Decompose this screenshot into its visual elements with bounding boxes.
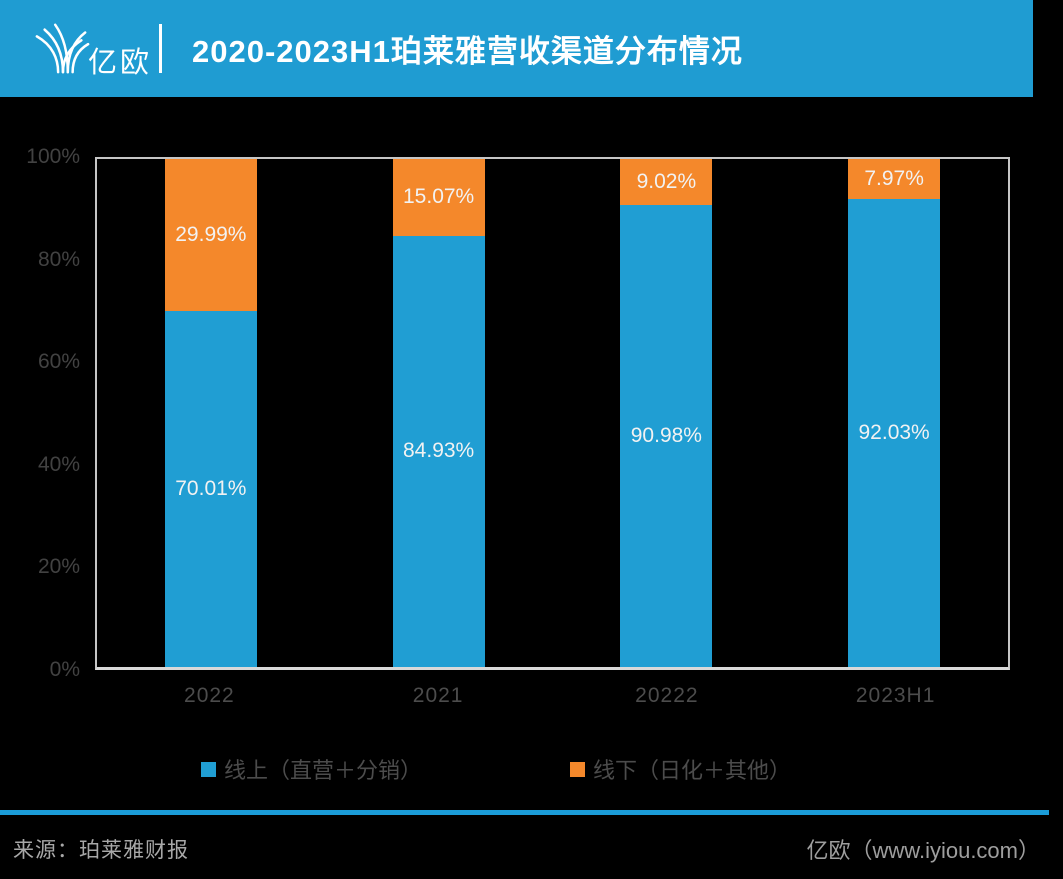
bar-segment[interactable]: 7.97% [848,159,941,200]
y-axis: 100% 80% 60% 40% 20% 0% [0,145,80,681]
source-text: 来源：珀莱雅财报 [13,839,189,862]
legend-swatch-icon [570,761,585,777]
x-tick-label: 20222 [635,684,699,707]
page-title: 2020-2023H1珀莱雅营收渠道分布情况 [192,34,743,69]
bar-2022: 29.99% 70.01% [164,159,257,667]
y-tick-label: 60% [37,350,80,374]
bar-20222: 9.02% 90.98% [620,159,713,667]
x-tick-label: 2021 [412,684,464,707]
bar-value-label: 7.97% [864,167,924,191]
x-axis: 2022 2021 20222 2023H1 [95,684,1010,708]
footer-accent-line [0,810,1049,815]
legend-item[interactable]: 线下（日化＋其他） [570,753,791,785]
y-tick-label: 20% [37,555,80,579]
bar-value-label: 9.02% [636,169,697,193]
header-bar: 亿欧 2020-2023H1珀莱雅营收渠道分布情况 [0,0,1033,97]
brand-url-text: 亿欧（www.iyiou.com） [806,838,1040,863]
bar-segment[interactable]: 15.07% [392,159,485,236]
bar-value-label: 29.99% [175,223,247,247]
bar-value-label: 90.98% [630,423,702,447]
y-tick-label: 40% [37,452,80,476]
brand-text: 亿欧 [88,47,153,79]
bar-slot: 29.99% 70.01% [97,159,325,667]
bar-slot: 7.97% 92.03% [780,159,1008,667]
legend-item[interactable]: 线上（直营＋分销） [201,753,422,785]
y-tick-label: 100% [26,145,80,168]
legend-label: 线下（日化＋其他） [593,758,792,783]
y-tick-label: 0% [49,658,80,681]
bar-slot: 15.07% 84.93% [325,159,553,667]
bar-value-label: 70.01% [175,477,247,501]
legend-swatch-icon [201,761,216,777]
bar-segment[interactable]: 90.98% [620,204,713,667]
bar-segment[interactable]: 92.03% [848,199,941,667]
bar-2023H1: 7.97% 92.03% [848,159,941,667]
plot-area: 29.99% 70.01% 15.07% 84.93% 9.02% 90.98% 7.97%… [95,157,1010,670]
bar-segment[interactable]: 29.99% [164,159,257,312]
bar-segment[interactable]: 70.01% [164,311,257,667]
equalocean-logo-icon [35,23,90,74]
bar-segment[interactable]: 9.02% [620,159,713,205]
bar-slot: 9.02% 90.98% [553,159,781,667]
bar-value-label: 92.03% [858,421,930,445]
bar-value-label: 15.07% [403,185,475,209]
bar-segment[interactable]: 84.93% [392,235,485,667]
bar-2021: 15.07% 84.93% [392,159,485,667]
bar-value-label: 84.93% [403,439,475,463]
x-tick-label: 2022 [184,684,235,707]
header-divider [159,24,162,73]
legend: 线上（直营＋分销） 线下（日化＋其他） [0,753,1063,783]
x-tick-label: 2023H1 [855,684,936,707]
legend-label: 线上（直营＋分销） [224,758,423,783]
y-tick-label: 80% [37,247,80,271]
